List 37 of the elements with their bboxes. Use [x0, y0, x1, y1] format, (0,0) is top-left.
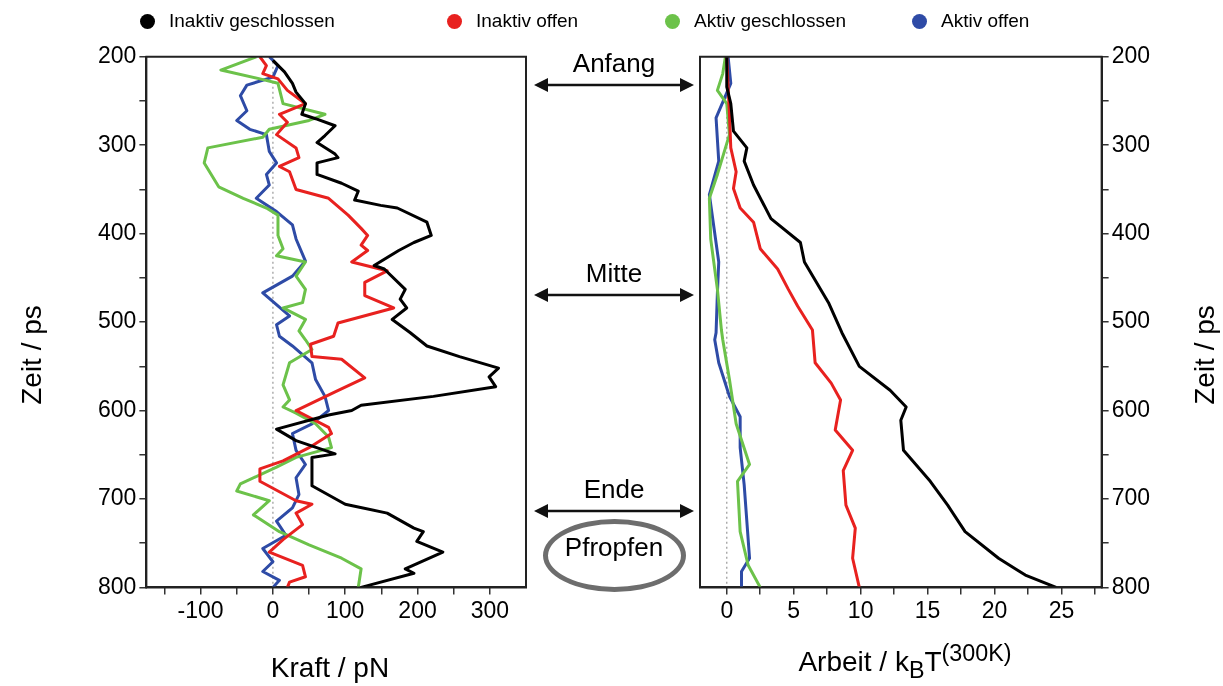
- x-tick-label: 0: [720, 596, 734, 623]
- y-axis-title: Zeit / ps: [16, 305, 48, 405]
- x-tick-label: 100: [326, 596, 365, 623]
- legend-label: Aktiv offen: [941, 10, 1030, 32]
- y-tick-label: 800: [98, 572, 137, 599]
- x-axis-title: Kraft / pN: [270, 652, 390, 684]
- legend-label: Inaktiv offen: [476, 10, 579, 32]
- y-tick-label: 400: [98, 219, 137, 246]
- x-tick-label: 10: [847, 596, 874, 623]
- y-tick-label: 200: [1111, 42, 1150, 69]
- x-tick-label: 300: [470, 596, 510, 623]
- y-tick-label: 300: [98, 130, 137, 157]
- x-tick-label: 20: [981, 596, 1008, 623]
- y-tick-label: 700: [98, 484, 137, 511]
- y-tick-label: 300: [1111, 130, 1150, 157]
- text: Ende: [583, 474, 645, 505]
- x-tick-label: -100: [177, 596, 224, 623]
- text: Mitte: [585, 258, 643, 289]
- x-axis-title: Arbeit / k$_{B}$T$^{(300K)}$: [798, 640, 1012, 684]
- x-tick-label: 5: [787, 596, 801, 623]
- x-tick-label: 0: [266, 596, 280, 623]
- legend-label: Inaktiv geschlossen: [169, 10, 335, 32]
- text: Anfang: [572, 48, 656, 79]
- y-tick-label: 800: [1111, 572, 1150, 599]
- y-tick-label: 600: [1111, 395, 1150, 422]
- x-tick-label: 200: [398, 596, 437, 623]
- y-tick-label: 400: [1111, 219, 1150, 246]
- legend-label: Aktiv geschlossen: [694, 10, 847, 32]
- text: Pfropfen: [564, 532, 664, 563]
- y-tick-label: 600: [98, 395, 137, 422]
- y-tick-label: 200: [98, 42, 137, 69]
- y-tick-label: 500: [98, 307, 137, 334]
- y-tick-label: 500: [1111, 307, 1150, 334]
- y-tick-label: 700: [1111, 484, 1150, 511]
- x-tick-label: 15: [914, 596, 941, 623]
- x-tick-label: 25: [1048, 596, 1075, 623]
- y-axis-title: Zeit / ps: [1189, 305, 1221, 405]
